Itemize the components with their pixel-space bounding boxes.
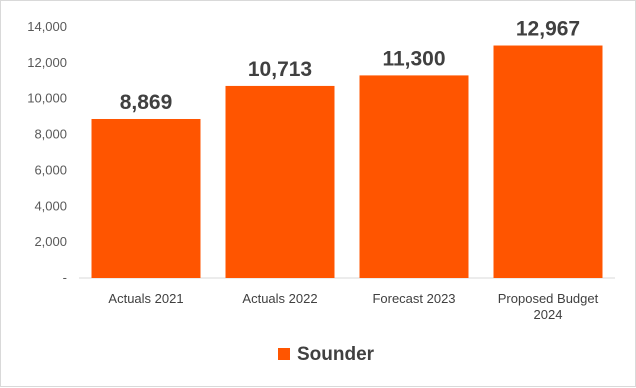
y-tick-label: 14,000: [27, 19, 67, 34]
bar: [359, 75, 469, 279]
data-label: 12,967: [516, 18, 580, 41]
y-tick-label: 6,000: [34, 162, 67, 177]
x-category-label: 2024: [534, 307, 563, 322]
y-tick-label: -: [63, 270, 67, 285]
y-tick-label: 8,000: [34, 127, 67, 142]
data-label: 10,713: [248, 58, 312, 81]
x-category-label: Actuals 2022: [242, 291, 317, 306]
x-category-label: Forecast 2023: [372, 291, 455, 306]
y-tick-label: 2,000: [34, 234, 67, 249]
y-tick-label: 4,000: [34, 198, 67, 213]
bar: [493, 45, 603, 278]
x-category-label: Actuals 2021: [108, 291, 183, 306]
legend-label: Sounder: [297, 344, 375, 365]
x-category-label: Proposed Budget: [498, 291, 599, 306]
data-label: 8,869: [120, 91, 173, 114]
bar: [91, 118, 201, 278]
y-tick-label: 10,000: [27, 91, 67, 106]
y-tick-label: 12,000: [27, 55, 67, 70]
bar: [225, 85, 335, 278]
legend-swatch: [278, 348, 290, 360]
data-label: 11,300: [382, 47, 445, 70]
